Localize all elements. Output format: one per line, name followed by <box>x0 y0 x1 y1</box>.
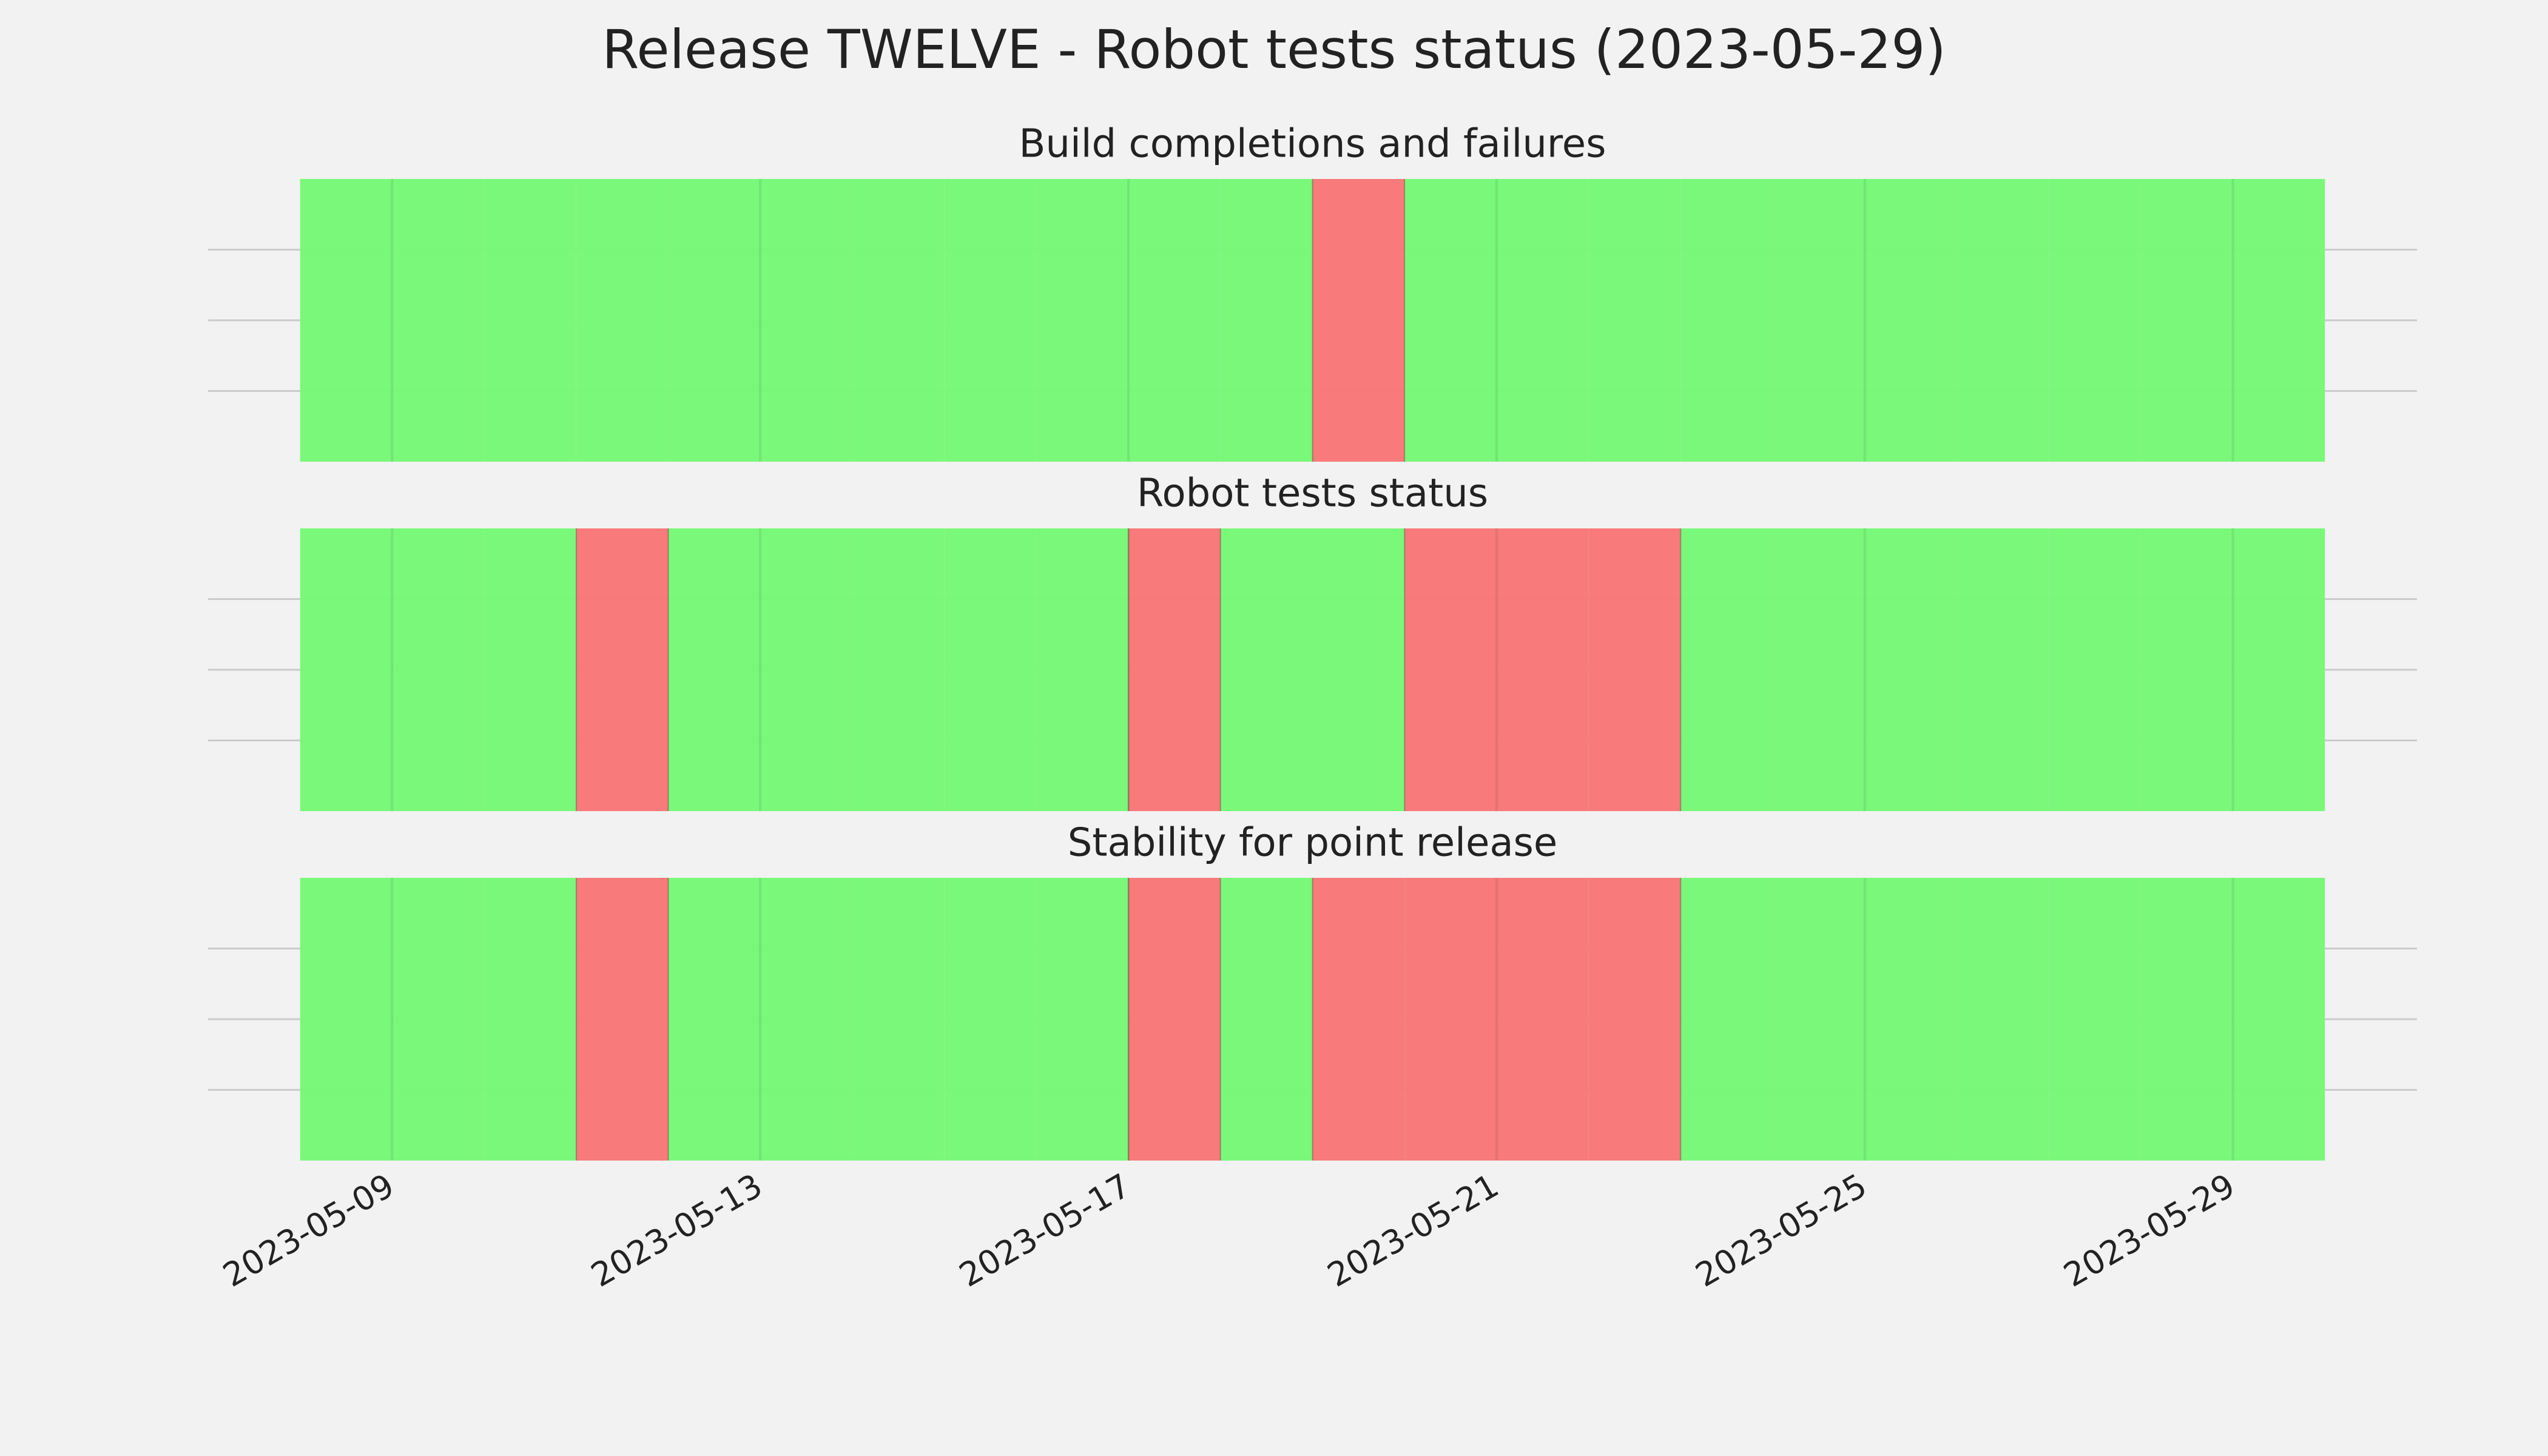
status-block <box>1680 179 1773 462</box>
status-block <box>1312 528 1405 811</box>
status-block <box>852 878 945 1161</box>
status-block <box>1680 528 1773 811</box>
status-block <box>1036 528 1129 811</box>
status-block <box>1864 179 1957 462</box>
status-block <box>1312 179 1405 462</box>
status-block <box>1773 528 1865 811</box>
status-block <box>760 179 852 462</box>
status-block <box>2233 878 2325 1161</box>
status-block <box>1220 878 1313 1161</box>
status-block <box>576 179 669 462</box>
status-block <box>1680 878 1773 1161</box>
status-block <box>1036 179 1129 462</box>
status-block <box>576 878 669 1161</box>
status-block <box>1588 878 1681 1161</box>
status-block <box>392 528 485 811</box>
status-block <box>484 528 576 811</box>
status-block <box>1128 528 1221 811</box>
status-block <box>760 878 852 1161</box>
status-block <box>852 528 945 811</box>
status-block <box>1773 878 1865 1161</box>
status-block <box>1588 528 1681 811</box>
status-block <box>2233 528 2325 811</box>
status-block <box>1404 878 1497 1161</box>
status-block <box>1036 878 1129 1161</box>
status-block <box>944 528 1037 811</box>
status-block <box>1496 878 1589 1161</box>
status-block <box>1496 179 1589 462</box>
panel-title: Build completions and failures <box>1019 122 1606 167</box>
status-block <box>2049 179 2141 462</box>
status-block <box>852 179 945 462</box>
status-block <box>1588 179 1681 462</box>
status-block <box>668 179 761 462</box>
status-block <box>300 878 393 1161</box>
status-block <box>668 528 761 811</box>
status-block <box>2049 528 2141 811</box>
status-block <box>1956 878 2049 1161</box>
panel-title: Stability for point release <box>1068 821 1558 866</box>
status-block <box>1956 179 2049 462</box>
chart-title: Release TWELVE - Robot tests status (202… <box>602 18 1946 81</box>
status-block <box>300 528 393 811</box>
status-block <box>300 179 393 462</box>
status-block <box>668 878 761 1161</box>
status-block <box>392 878 485 1161</box>
status-block <box>760 528 852 811</box>
status-block <box>1864 878 1957 1161</box>
status-block <box>1128 878 1221 1161</box>
status-block <box>1312 878 1405 1161</box>
status-block <box>576 528 669 811</box>
status-block <box>1404 528 1497 811</box>
status-block <box>1864 528 1957 811</box>
status-block <box>484 179 576 462</box>
status-block <box>2140 179 2233 462</box>
status-block <box>944 179 1037 462</box>
status-block <box>1128 179 1221 462</box>
status-block <box>1773 179 1865 462</box>
status-block <box>944 878 1037 1161</box>
status-block <box>2140 878 2233 1161</box>
status-block <box>392 179 485 462</box>
status-block <box>1496 528 1589 811</box>
status-block <box>1956 528 2049 811</box>
status-block <box>2049 878 2141 1161</box>
status-block <box>1220 179 1313 462</box>
status-block <box>1404 179 1497 462</box>
status-block <box>2233 179 2325 462</box>
status-block <box>1220 528 1313 811</box>
status-block <box>484 878 576 1161</box>
status-block <box>2140 528 2233 811</box>
panel-title: Robot tests status <box>1137 471 1488 516</box>
